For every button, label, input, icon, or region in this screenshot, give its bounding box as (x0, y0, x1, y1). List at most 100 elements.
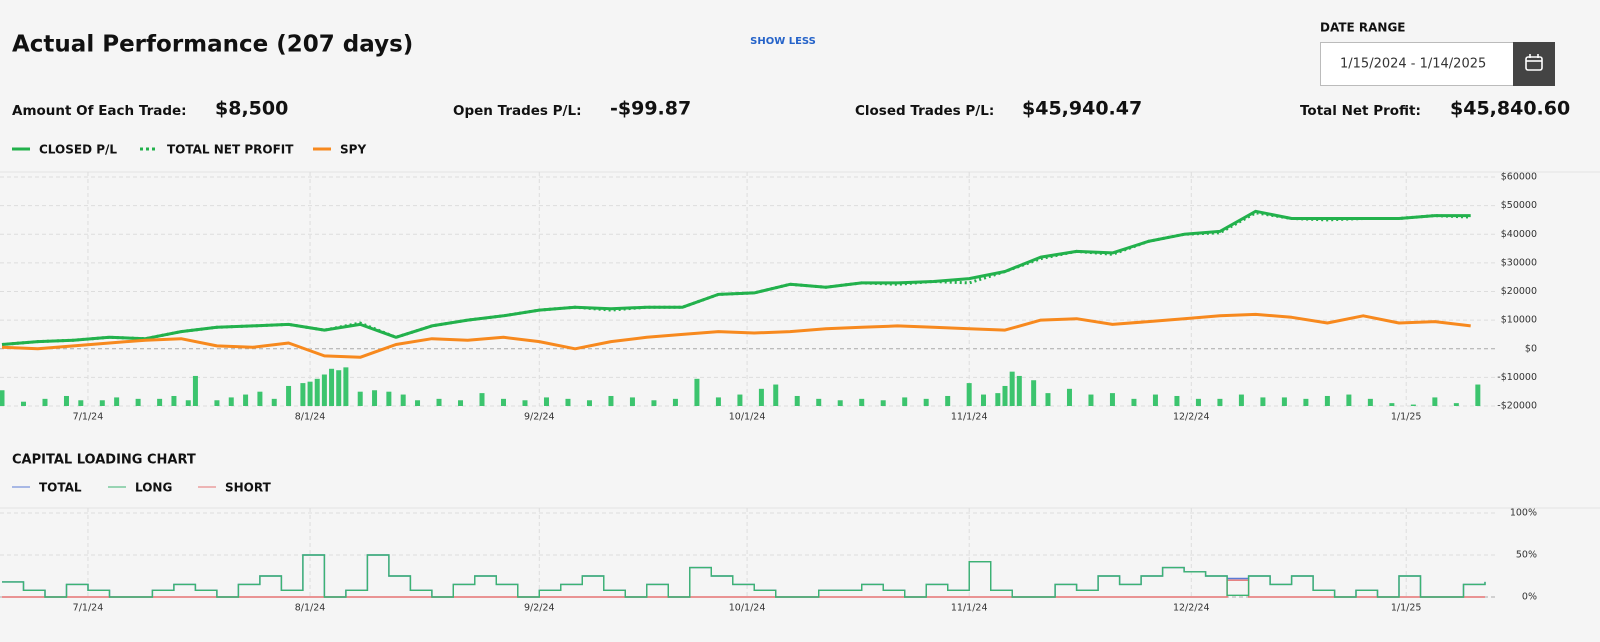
bar (1367, 398, 1373, 406)
title: Actual Performance (207 days) (12, 32, 413, 58)
bar (543, 397, 549, 406)
bar (737, 394, 743, 406)
y-tick-label: $50000 (1501, 200, 1537, 211)
x-tick-label: 1/1/25 (1391, 412, 1422, 423)
x-tick-label: 8/1/24 (295, 603, 326, 614)
bar (715, 397, 721, 406)
x-tick-label: 10/1/24 (729, 412, 766, 423)
bar (63, 395, 69, 406)
bar (1324, 395, 1330, 406)
bar (1131, 398, 1137, 406)
x-tick-label: 12/2/24 (1173, 603, 1210, 614)
y-tick-label: -$20000 (1497, 401, 1537, 412)
x-tick-label: 8/1/24 (295, 412, 326, 423)
bar (995, 393, 1001, 406)
bar (1389, 403, 1395, 406)
bar (500, 398, 506, 406)
bar (1002, 385, 1008, 406)
x-tick-label: 12/2/24 (1173, 412, 1210, 423)
bar (257, 391, 263, 406)
series-line (1, 312, 1471, 359)
y-tick-label: $30000 (1501, 257, 1537, 268)
stat-label: Total Net Profit: (1300, 103, 1421, 119)
bar (1152, 394, 1158, 406)
legend-label: CLOSED P/L (39, 143, 117, 157)
calendar-button[interactable] (1513, 42, 1555, 86)
date-range: 1/15/2024 - 1/14/2025 (1340, 57, 1486, 72)
bar (1410, 404, 1416, 406)
bar (271, 398, 277, 406)
legend-label: SHORT (225, 481, 272, 495)
bar (228, 397, 234, 406)
bar (314, 378, 320, 406)
bar (157, 398, 163, 406)
x-tick-label: 9/2/24 (524, 603, 555, 614)
x-tick-label: 11/1/24 (951, 412, 988, 423)
bar (171, 395, 177, 406)
bar (300, 383, 306, 406)
date-range-label: DATE RANGE (1320, 21, 1406, 35)
bar (185, 400, 191, 406)
bar (1174, 395, 1180, 406)
y-tick-label: 100% (1510, 508, 1537, 519)
bar (0, 390, 5, 406)
x-tick-label: 10/1/24 (729, 603, 766, 614)
bar (135, 398, 141, 406)
bar (415, 400, 421, 406)
date-input[interactable] (1320, 42, 1514, 86)
bar (1303, 398, 1309, 406)
bar (99, 400, 105, 406)
y-tick-label: $60000 (1501, 172, 1537, 183)
series-step (2, 554, 1486, 598)
bar (436, 398, 442, 406)
x-tick-label: 9/2/24 (524, 412, 555, 423)
legend-label: TOTAL NET PROFIT (167, 143, 294, 157)
bar (773, 384, 779, 406)
bar (343, 367, 349, 406)
bar (286, 385, 292, 406)
bar (794, 395, 800, 406)
x-tick-label: 11/1/24 (951, 603, 988, 614)
bar (386, 391, 392, 406)
x-tick-label: 7/1/24 (73, 603, 104, 614)
bar (458, 400, 464, 406)
legend-label: SPY (340, 143, 366, 157)
stat-value: $8,500 (215, 98, 288, 120)
bar (1195, 398, 1201, 406)
calendar-icon (1525, 54, 1543, 71)
bar (945, 395, 951, 406)
y-tick-label: $20000 (1501, 286, 1537, 297)
stat-label: Open Trades P/L: (453, 103, 581, 119)
bar (586, 400, 592, 406)
bar (694, 378, 700, 406)
bar (923, 398, 929, 406)
bar (20, 401, 26, 406)
show-less[interactable]: SHOW LESS (750, 36, 816, 47)
legend-label: LONG (135, 481, 172, 495)
stat-label: Closed Trades P/L: (855, 103, 994, 119)
bar (1066, 388, 1072, 406)
bar (859, 398, 865, 406)
stat-value: $45,840.60 (1450, 98, 1570, 120)
bar (214, 400, 220, 406)
series-line (1, 211, 1471, 346)
bar (981, 394, 987, 406)
y-tick-label: -$10000 (1497, 372, 1537, 383)
legend-label: TOTAL (39, 481, 82, 495)
bar (329, 368, 335, 406)
bar (479, 393, 485, 406)
chart-title: CAPITAL LOADING CHART (12, 453, 196, 468)
bar (336, 370, 342, 406)
y-tick-label: 0% (1522, 592, 1537, 603)
bar (1453, 403, 1459, 406)
bar (629, 397, 635, 406)
stat-label: Amount Of Each Trade: (12, 103, 187, 119)
bar (1009, 371, 1015, 406)
bar (400, 394, 406, 406)
bar (42, 398, 48, 406)
bar (608, 395, 614, 406)
y-tick-label: $40000 (1501, 229, 1537, 240)
x-tick-label: 7/1/24 (73, 412, 104, 423)
